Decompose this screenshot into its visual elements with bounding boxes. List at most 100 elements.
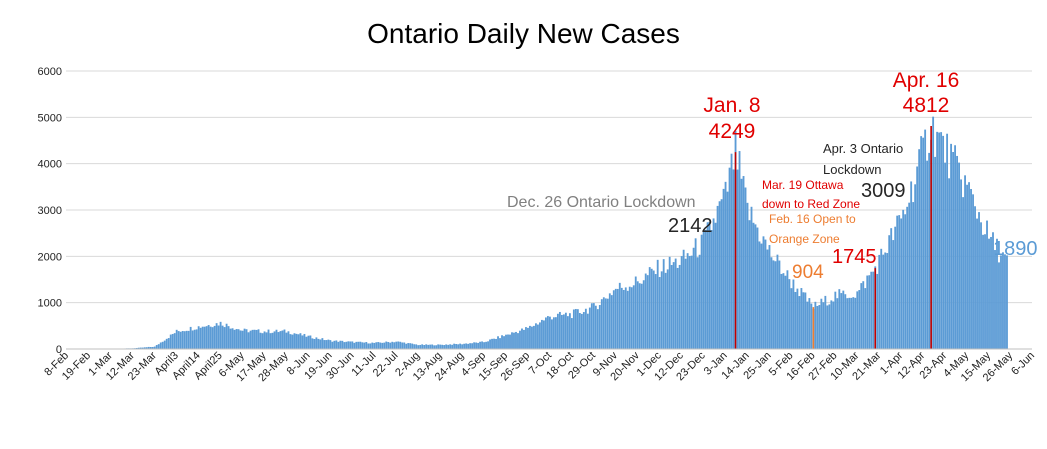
bar [227,326,230,349]
bar [908,202,911,349]
bar [303,333,306,349]
bar [670,265,673,349]
bar [884,252,887,349]
bar [684,258,687,349]
bar [570,318,573,349]
bar [317,338,320,349]
bar [353,342,356,349]
bar [772,260,775,349]
bar [708,221,711,349]
bar [974,206,976,349]
bar [363,342,366,349]
bar [235,329,238,349]
bar [383,342,386,349]
bar [662,259,665,349]
bar [688,256,691,349]
bar [297,334,300,349]
bar [371,342,374,349]
bar [894,226,897,349]
bar [704,229,707,349]
bar [287,331,290,349]
bar [618,282,621,349]
bar [690,255,693,349]
bar [818,304,821,349]
bar [347,341,350,349]
bar [451,344,454,349]
bar [674,258,677,349]
bar [467,343,470,349]
bar [598,305,601,349]
bar [880,248,883,349]
bar [513,332,515,349]
bar [471,343,473,349]
bar [497,336,499,349]
bar [273,331,276,349]
bar [610,295,613,349]
bar [191,330,194,349]
bar [810,303,813,349]
bar [702,231,705,349]
bar [978,212,980,349]
bar [141,347,144,349]
bar [367,343,370,349]
bar [165,338,168,349]
bar [365,342,368,349]
bar [656,259,659,349]
bar [401,342,404,349]
bar [942,135,945,349]
bar [986,220,988,349]
apr3-annotation-line2: Lockdown [823,162,882,177]
bar [375,342,378,349]
bar [437,344,440,349]
bar [756,227,759,349]
bar [654,274,657,349]
bar [433,345,436,349]
bar [962,197,964,349]
bar [135,347,138,349]
bar [331,341,334,349]
bar [896,215,899,349]
bar [373,342,376,349]
bar [447,344,450,349]
bar [499,338,501,349]
bar [792,279,795,349]
bar [782,273,785,349]
jan8-label: Jan. 8 [703,94,760,117]
bar [153,346,156,349]
bar [285,332,288,349]
bar [868,275,871,349]
bars [68,116,1008,350]
last-value: 1890 [993,238,1038,260]
bar [173,333,176,349]
bar [742,176,745,349]
dec26-annotation: Dec. 26 Ontario Lockdown [507,194,696,211]
bar [247,332,250,349]
bar [361,342,364,349]
bar [564,312,567,349]
bar [870,271,873,349]
bar [253,329,256,349]
bar [940,132,943,349]
bar [275,329,278,349]
bar [139,347,142,349]
bar [608,293,611,349]
bar [892,240,895,349]
dec26-value: 2142 [668,215,713,237]
bar [429,344,432,349]
bar [876,273,879,349]
apr3-value: 3009 [861,180,906,202]
bar [393,342,396,349]
bar [335,340,338,349]
bar [724,181,727,349]
bar [832,301,835,349]
bar [339,340,342,349]
bar [269,333,272,349]
bar [844,294,847,349]
bar [614,288,617,349]
bar [529,325,531,349]
bar [343,342,346,349]
y-tick-label: 6000 [38,66,62,78]
bar [329,340,332,349]
bar [768,245,771,349]
